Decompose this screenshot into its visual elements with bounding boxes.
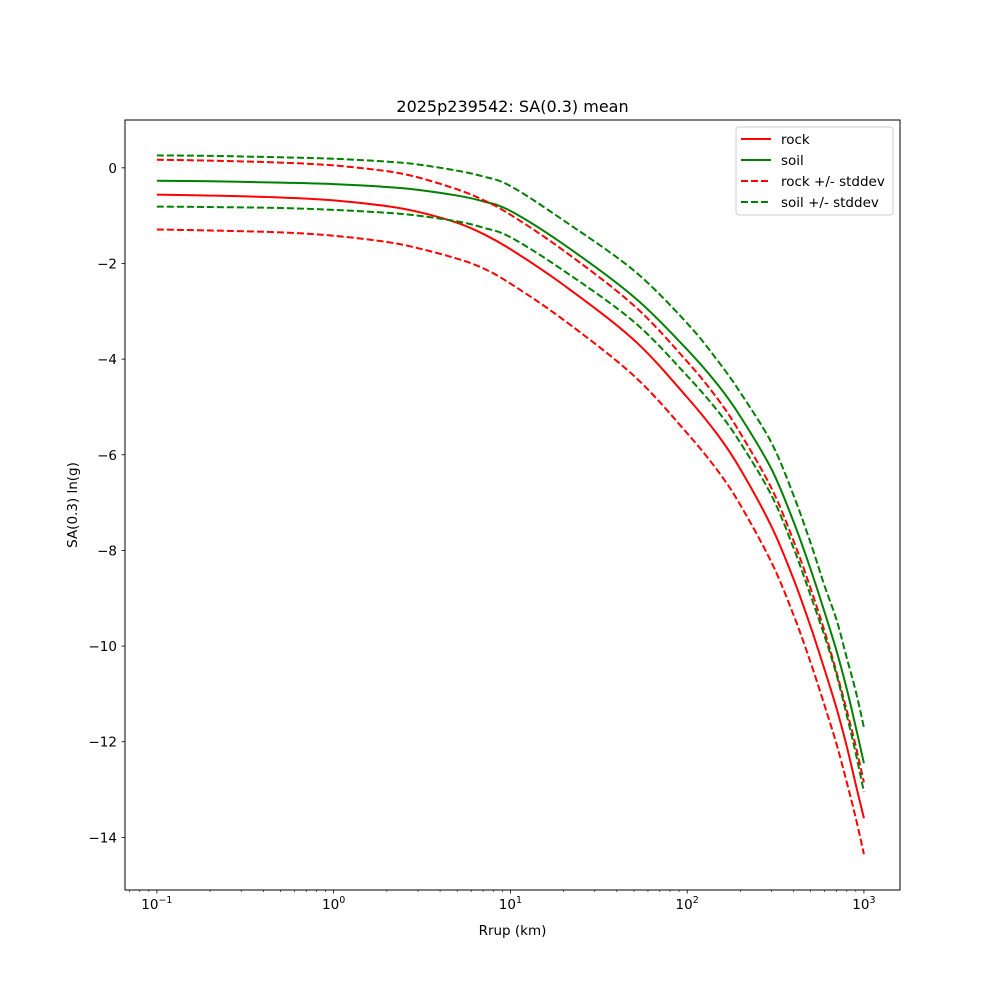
legend-box — [735, 126, 894, 216]
x-tick-label: 10−1 — [141, 895, 172, 913]
legend-label: rock +/- stddev — [781, 174, 885, 190]
x-tick-label: 101 — [499, 895, 522, 913]
series-line-soil-1 — [156, 179, 865, 764]
series-line-rock-stddev-2 — [156, 158, 865, 783]
series-line-rock-0 — [156, 193, 865, 819]
x-axis-ticks: 10−1 100 101 102 103 — [129, 890, 876, 913]
y-tick-label: −2 — [97, 256, 117, 272]
y-tick-label: −12 — [89, 735, 118, 751]
chart-title: 2025p239542: SA(0.3) mean — [396, 97, 628, 116]
x-tick-label: 100 — [322, 895, 345, 913]
plot-area: 10−1 100 101 102 103 0 −2 −4 −6 −8 −10 −12 −14 — [89, 119, 901, 913]
axes-frame — [124, 119, 901, 891]
x-axis-label: Rrup (km) — [479, 923, 547, 939]
y-tick-label: −6 — [97, 448, 117, 464]
x-tick-label: 103 — [852, 895, 875, 913]
y-axis-ticks: 0 −2 −4 −6 −8 −10 −12 −14 — [89, 161, 125, 846]
x-tick-label: 102 — [676, 895, 699, 913]
series-layer — [156, 154, 865, 855]
legend-label: rock — [781, 132, 810, 148]
series-line-soil-stddev-5 — [156, 205, 865, 793]
legend: rock soil rock +/- stddev soil +/- stddev — [735, 126, 894, 216]
legend-label: soil +/- stddev — [781, 195, 879, 211]
y-tick-label: −4 — [97, 352, 117, 368]
series-line-rock-stddev-3 — [156, 228, 865, 855]
y-axis-label: SA(0.3) ln(g) — [65, 462, 81, 548]
y-tick-label: −8 — [97, 543, 117, 559]
y-tick-label: −10 — [89, 639, 118, 655]
series-line-soil-stddev-4 — [156, 154, 865, 728]
y-tick-label: 0 — [108, 161, 117, 177]
legend-label: soil — [781, 153, 804, 169]
y-tick-label: −14 — [89, 830, 118, 846]
